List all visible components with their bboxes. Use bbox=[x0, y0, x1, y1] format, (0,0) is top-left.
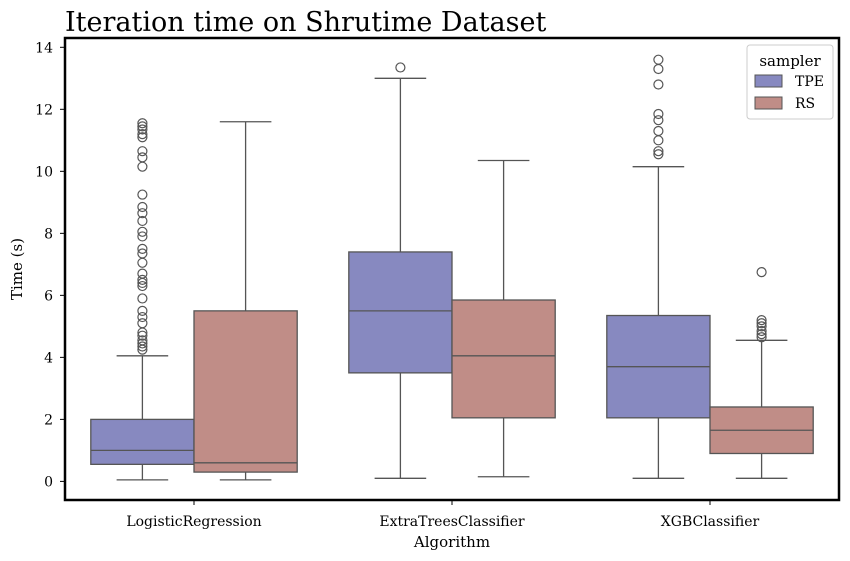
outlier-rs-xgbclassifier-6 bbox=[756, 267, 767, 278]
outlier-rs-xgbclassifier-5 bbox=[756, 315, 767, 326]
outlier-tpe-logisticregression-17 bbox=[137, 231, 148, 242]
outlier-tpe-logisticregression-15 bbox=[137, 248, 148, 259]
outlier-tpe-logisticregression-6 bbox=[137, 318, 148, 329]
outlier-tpe-logisticregression-7 bbox=[137, 311, 148, 323]
legend-title: sampler bbox=[759, 52, 821, 70]
y-tick-label-2: 2 bbox=[44, 412, 53, 428]
outlier-tpe-logisticregression-8 bbox=[137, 305, 148, 316]
box-group-rs-xgbclassifier bbox=[709, 267, 814, 479]
outlier-tpe-logisticregression-25 bbox=[137, 146, 148, 157]
outlier-rs-xgbclassifier-0 bbox=[756, 332, 767, 343]
box-group-rs-logisticregression bbox=[193, 121, 298, 481]
outlier-tpe-logisticregression-3 bbox=[137, 335, 148, 346]
outlier-tpe-xgbclassifier-0 bbox=[653, 149, 664, 160]
x-tick-label-extratreesclassifier: ExtraTreesClassifier bbox=[379, 514, 525, 530]
outlier-tpe-logisticregression-19 bbox=[137, 215, 148, 227]
legend-swatch-rs bbox=[754, 96, 783, 110]
box-group-tpe-logisticregression bbox=[90, 118, 195, 481]
outlier-tpe-logisticregression-20 bbox=[137, 208, 148, 219]
outlier-rs-xgbclassifier-2 bbox=[756, 325, 767, 337]
outlier-tpe-logisticregression-24 bbox=[137, 152, 148, 163]
outlier-tpe-xgbclassifier-2 bbox=[653, 135, 664, 146]
legend: sampler TPE RS bbox=[746, 44, 834, 120]
y-tick-label-0: 0 bbox=[44, 474, 53, 490]
outlier-tpe-logisticregression-21 bbox=[137, 201, 148, 213]
outlier-tpe-xgbclassifier-8 bbox=[653, 54, 664, 65]
box-tpe-extratreesclassifier bbox=[348, 251, 453, 374]
outlier-tpe-xgbclassifier-3 bbox=[653, 125, 664, 137]
legend-swatch-tpe bbox=[754, 74, 783, 88]
outlier-tpe-logisticregression-12 bbox=[137, 274, 148, 285]
box-tpe-logisticregression bbox=[90, 418, 195, 465]
outlier-tpe-logisticregression-4 bbox=[137, 330, 148, 341]
y-tick-label-8: 8 bbox=[44, 226, 53, 242]
outlier-tpe-logisticregression-10 bbox=[137, 280, 148, 292]
outlier-tpe-logisticregression-26 bbox=[137, 132, 148, 143]
legend-label-rs: RS bbox=[795, 96, 815, 112]
box-rs-extratreesclassifier bbox=[451, 299, 556, 419]
outlier-tpe-extratreesclassifier-0 bbox=[395, 62, 406, 73]
legend-label-tpe: TPE bbox=[795, 74, 824, 90]
plot-area bbox=[90, 54, 814, 481]
outlier-tpe-logisticregression-18 bbox=[137, 226, 148, 237]
box-group-tpe-xgbclassifier bbox=[606, 54, 711, 479]
outlier-rs-xgbclassifier-1 bbox=[756, 329, 767, 340]
outlier-tpe-logisticregression-27 bbox=[137, 129, 148, 140]
outlier-rs-xgbclassifier-4 bbox=[756, 318, 767, 329]
outlier-tpe-logisticregression-14 bbox=[137, 257, 148, 268]
outlier-rs-xgbclassifier-3 bbox=[756, 321, 767, 332]
outlier-tpe-logisticregression-29 bbox=[137, 121, 148, 132]
outlier-tpe-logisticregression-16 bbox=[137, 243, 148, 254]
chart-title: Iteration time on Shrutime Dataset bbox=[65, 7, 546, 38]
outlier-tpe-xgbclassifier-6 bbox=[653, 79, 664, 90]
outlier-tpe-logisticregression-9 bbox=[137, 293, 148, 304]
y-tick-label-6: 6 bbox=[44, 288, 53, 304]
y-tick-label-12: 12 bbox=[35, 102, 53, 118]
box-group-tpe-extratreesclassifier bbox=[348, 62, 453, 479]
y-axis: 0 2 4 6 8 10 12 14 bbox=[35, 40, 65, 490]
outlier-tpe-logisticregression-22 bbox=[137, 189, 148, 200]
x-axis-label: Algorithm bbox=[413, 533, 490, 551]
outlier-tpe-logisticregression-2 bbox=[137, 338, 148, 349]
outlier-tpe-logisticregression-1 bbox=[137, 341, 148, 352]
outlier-tpe-xgbclassifier-4 bbox=[653, 115, 664, 126]
outlier-tpe-xgbclassifier-7 bbox=[653, 63, 664, 75]
outlier-tpe-logisticregression-13 bbox=[137, 268, 148, 279]
y-axis-label: Time (s) bbox=[8, 238, 26, 300]
outlier-tpe-xgbclassifier-5 bbox=[653, 108, 664, 120]
outlier-tpe-logisticregression-30 bbox=[137, 118, 148, 129]
outlier-tpe-logisticregression-28 bbox=[137, 124, 148, 135]
x-axis: LogisticRegression ExtraTreesClassifier XG… bbox=[126, 500, 760, 530]
x-tick-label-xgbclassifier: XGBClassifier bbox=[661, 514, 760, 530]
box-group-rs-extratreesclassifier bbox=[451, 159, 556, 478]
x-tick-label-logisticregression: LogisticRegression bbox=[126, 514, 261, 530]
y-tick-label-10: 10 bbox=[35, 164, 53, 180]
y-tick-label-4: 4 bbox=[44, 350, 53, 366]
outlier-tpe-logisticregression-23 bbox=[137, 161, 148, 172]
outlier-tpe-xgbclassifier-1 bbox=[653, 146, 664, 157]
y-tick-label-14: 14 bbox=[35, 40, 53, 56]
box-rs-logisticregression bbox=[193, 310, 298, 473]
